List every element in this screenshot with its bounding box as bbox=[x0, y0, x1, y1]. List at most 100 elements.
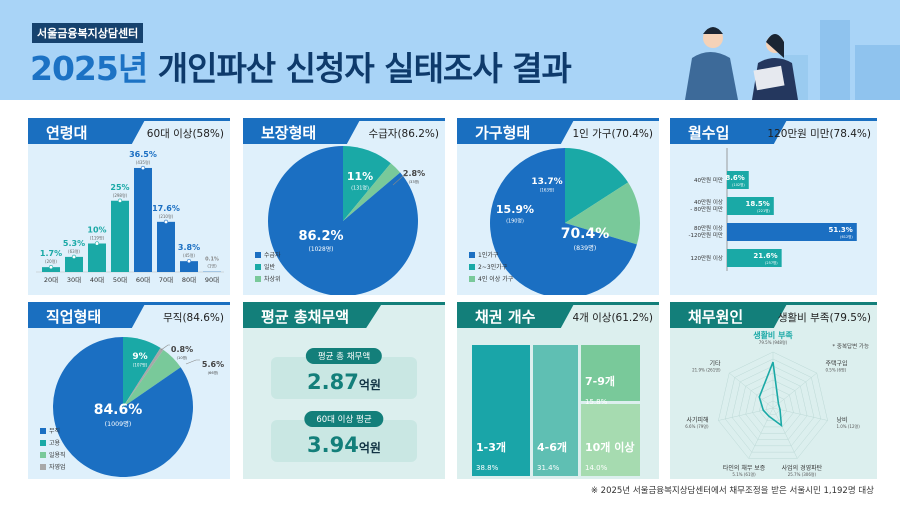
bar-marker bbox=[186, 259, 192, 264]
title-text: 개인파산 신청자 실태조사 결과 bbox=[157, 49, 572, 88]
pie-slice-1인가구 bbox=[490, 148, 637, 295]
data-label: 18.5% bbox=[746, 200, 770, 208]
bar-1 bbox=[727, 197, 774, 215]
value-label: 21.9% (261명) bbox=[692, 366, 721, 372]
title-year: 2025년 bbox=[30, 49, 148, 88]
category-label: 120만원 이상 bbox=[691, 254, 724, 262]
count-label: (435명) bbox=[136, 159, 151, 165]
panel-title: 가구형태 bbox=[457, 118, 575, 144]
tick-label: 50대 bbox=[113, 276, 127, 284]
pie-slice-수급자 bbox=[268, 146, 418, 295]
unit: 억원 bbox=[358, 441, 381, 455]
bar-60대 bbox=[134, 167, 152, 272]
tick-label: 80대 bbox=[182, 276, 196, 284]
legend-label: 1인가구 bbox=[478, 252, 499, 259]
axis-label: 사업의 경영파탄 bbox=[782, 464, 823, 472]
radar-axis bbox=[772, 372, 817, 409]
radar-axis bbox=[718, 407, 774, 421]
building-illustration bbox=[820, 20, 850, 100]
panel-title: 평균 총채무액 bbox=[243, 302, 383, 328]
bar-0 bbox=[727, 171, 749, 189]
panel-income: 월수입 120만원 미만(78.4%) 8.6% (102명) 40만원 미만 18.… bbox=[670, 118, 877, 295]
radar-grid bbox=[731, 365, 815, 447]
legend-label: 고용 bbox=[49, 440, 61, 447]
bar-30대 bbox=[65, 256, 83, 272]
value-label: 1.0% (12명) bbox=[836, 423, 860, 429]
count-label: (45명) bbox=[183, 252, 195, 258]
value-label: 6.6% (79명) bbox=[685, 423, 709, 429]
legend-swatch bbox=[469, 263, 475, 270]
legend-swatch bbox=[40, 463, 46, 470]
panel-title: 월수입 bbox=[670, 118, 788, 144]
count-label: (1028명) bbox=[309, 245, 334, 253]
panel-title: 채권 개수 bbox=[457, 302, 575, 328]
count-label: (10명) bbox=[177, 355, 188, 360]
bar-marker bbox=[117, 198, 123, 203]
people-illustration bbox=[685, 27, 798, 100]
pie-slice-일반 bbox=[343, 146, 391, 221]
legend-label: 일반 bbox=[264, 264, 276, 271]
bar-40대 bbox=[88, 243, 106, 272]
category-label: -120만원 미만 bbox=[689, 231, 723, 239]
data-label: 0.8% bbox=[171, 345, 193, 354]
leader-line bbox=[185, 359, 200, 365]
pie-slice-일용직 bbox=[123, 349, 181, 407]
count-label: (839명) bbox=[574, 243, 597, 252]
panel-summary: 1인 가구(70.4%) bbox=[572, 128, 653, 140]
data-label: 17.6% bbox=[152, 204, 180, 213]
data-label: 1.7% bbox=[40, 249, 62, 258]
legend-item: 2~3인가구 bbox=[469, 262, 507, 271]
axis-label: 기타 bbox=[709, 359, 721, 367]
radar-grid bbox=[738, 372, 808, 440]
tick-label: 40대 bbox=[90, 276, 104, 284]
legend-swatch bbox=[255, 275, 261, 282]
axis-label: 낭비 bbox=[836, 416, 847, 424]
avg-debt-label: 평균 총 채무액 bbox=[305, 348, 383, 364]
tick-label: 20대 bbox=[44, 276, 58, 284]
bar-70대 bbox=[157, 221, 175, 272]
legend-item: 차상위 bbox=[255, 274, 281, 283]
data-label: 5.6% bbox=[202, 360, 224, 369]
count-label: (612명) bbox=[840, 234, 853, 239]
leader-line bbox=[392, 175, 407, 186]
organization-label: 서울금융복지상담센터 bbox=[32, 23, 144, 43]
radar-grid bbox=[724, 358, 822, 453]
legend-item: 무직 bbox=[40, 426, 60, 435]
pie-slice-자영업 bbox=[123, 347, 164, 407]
legend-swatch bbox=[40, 427, 46, 434]
data-label: 10% bbox=[87, 226, 106, 235]
count-label: (298명) bbox=[113, 192, 128, 198]
data-label: 2.8% bbox=[403, 169, 425, 178]
legend-swatch bbox=[40, 451, 46, 458]
leader-line bbox=[160, 344, 170, 351]
treemap-cell-4-6: 4-6개 31.4% bbox=[533, 345, 578, 476]
legend-item: 일용직 bbox=[40, 450, 66, 459]
treemap-cell-1-3: 1-3개 38.8% bbox=[472, 345, 530, 476]
panel-household: 가구형태 1인 가구(70.4%) 70.4% (839명) 15.9% (190명)… bbox=[457, 118, 659, 295]
count-label: (257명) bbox=[765, 260, 778, 265]
job-pie-chart: 84.6%(1009명) 9%(107명) 0.8%(10명) 5.6%(66명) bbox=[53, 337, 224, 477]
panel-summary: 60대 이상(58%) bbox=[146, 128, 224, 140]
panel-title: 직업형태 bbox=[28, 302, 146, 328]
bar-50대 bbox=[111, 200, 129, 272]
count-label: (33명) bbox=[409, 179, 420, 184]
panel-title: 채무원인 bbox=[670, 302, 788, 328]
count-label: (190명) bbox=[506, 217, 524, 224]
data-label: 5.3% bbox=[63, 239, 85, 248]
pie-slice-2~3인가구 bbox=[565, 148, 629, 223]
value-label: 25.7% (306명) bbox=[788, 471, 817, 477]
category-label: - 80만원 미만 bbox=[690, 205, 723, 213]
bar-marker bbox=[94, 241, 100, 246]
panel-creditors: 채권 개수 4개 이상(61.2%) 1-3개 38.8% 4-6개 31.4% 7… bbox=[457, 302, 659, 479]
count-label: (221명) bbox=[757, 208, 770, 213]
tick-label: 60대 bbox=[136, 276, 150, 284]
value-label: 79.5% (948명) bbox=[759, 339, 788, 345]
pie-slice-무직 bbox=[53, 337, 194, 477]
axis-label: 사기피해 bbox=[686, 416, 708, 424]
data-label: 0.1% bbox=[205, 257, 219, 263]
panel-protection: 보장형태 수급자(86.2%) 86.2% (1028명) 11% (131명) 2.8… bbox=[243, 118, 445, 295]
bar-80대 bbox=[180, 261, 198, 272]
legend-label: 자영업 bbox=[49, 464, 66, 471]
panel-summary: 수급자(86.2%) bbox=[368, 128, 439, 140]
